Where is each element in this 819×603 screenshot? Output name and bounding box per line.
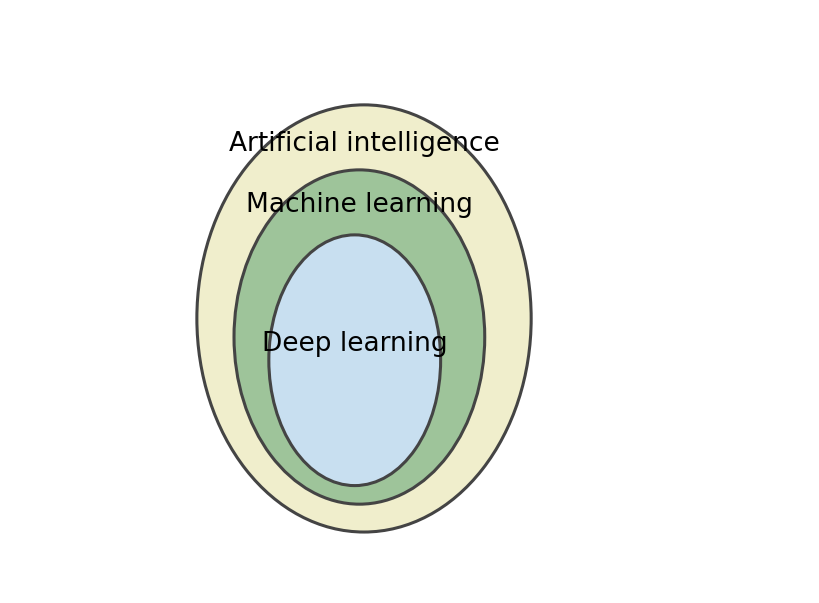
Text: Deep learning: Deep learning <box>262 331 447 357</box>
Ellipse shape <box>234 170 485 504</box>
Ellipse shape <box>197 105 532 532</box>
Ellipse shape <box>269 235 441 485</box>
Text: Machine learning: Machine learning <box>246 192 473 218</box>
Text: Artificial intelligence: Artificial intelligence <box>229 131 500 157</box>
